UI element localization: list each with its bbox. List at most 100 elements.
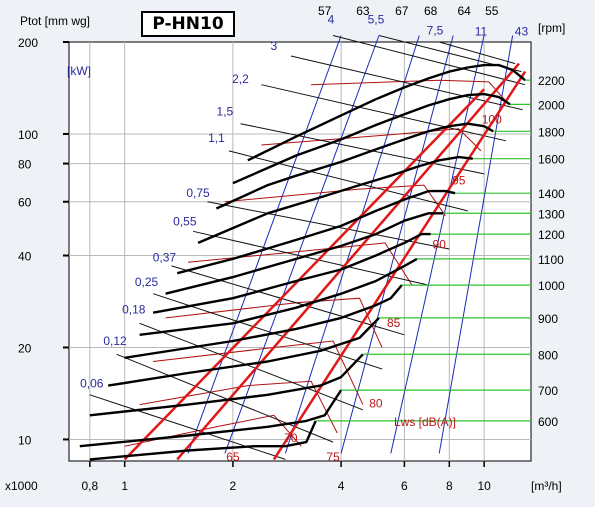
speed-curve xyxy=(108,317,380,387)
chart-title: P-HN10 xyxy=(141,11,235,37)
power-curve xyxy=(290,55,523,111)
noise-curve xyxy=(153,340,364,405)
power-label: 0,55 xyxy=(173,214,197,228)
power-label: 2,2 xyxy=(232,72,249,86)
efficiency-label: 68 xyxy=(424,4,438,18)
speed-curve xyxy=(232,92,511,185)
rpm-label: 1100 xyxy=(538,253,564,267)
speed-curve xyxy=(139,257,418,336)
power-curve xyxy=(228,150,468,212)
efficiency-line xyxy=(340,35,454,454)
system-line xyxy=(176,62,520,461)
efficiency-label: 64 xyxy=(458,4,472,18)
noise-curve xyxy=(165,297,383,348)
rpm-label: 600 xyxy=(538,415,558,429)
power-label: 5,5 xyxy=(368,12,385,26)
power-label: 7,5 xyxy=(427,23,444,37)
efficiency-label: 63 xyxy=(356,4,370,18)
efficiency-label: 55 xyxy=(485,4,499,18)
power-curve xyxy=(171,265,405,336)
x-tick-label: 2 xyxy=(230,479,237,493)
power-label: 0,25 xyxy=(135,275,159,289)
power-label: 0,18 xyxy=(122,303,146,317)
system-lines xyxy=(123,62,527,461)
speed-curve xyxy=(176,189,456,275)
noise-curve xyxy=(139,380,338,434)
speed-curve xyxy=(152,232,431,314)
speed-curve xyxy=(89,420,317,461)
y-tick-label: 40 xyxy=(18,250,32,264)
power-label: 0,75 xyxy=(186,186,210,200)
noise-label: 75 xyxy=(326,450,340,464)
power-label: 11 xyxy=(475,25,488,39)
rpm-label: 900 xyxy=(538,312,558,326)
rpm-label: 700 xyxy=(538,384,558,398)
noise-curves xyxy=(124,79,507,447)
speed-curves xyxy=(79,63,526,461)
power-curve xyxy=(332,35,526,86)
rpm-label: 800 xyxy=(538,348,558,362)
efficiency-lines xyxy=(187,35,514,454)
rpm-label: 1600 xyxy=(538,153,565,167)
noise-label: 95 xyxy=(452,174,466,188)
power-label: 4 xyxy=(328,12,335,26)
speed-curve xyxy=(197,155,473,245)
y-tick-label: 80 xyxy=(18,158,32,172)
noise-curve xyxy=(224,184,446,216)
x-tick-label: 8 xyxy=(446,479,453,493)
power-label: 43 xyxy=(515,25,529,39)
noise-label: 80 xyxy=(369,397,383,411)
rpm-label: 1300 xyxy=(538,207,565,221)
power-curve xyxy=(439,41,516,65)
speed-curve xyxy=(89,353,364,417)
rpm-label: 1200 xyxy=(538,228,565,242)
power-label: 1,1 xyxy=(208,131,225,145)
rpm-label: 2200 xyxy=(538,74,565,88)
efficiency-line xyxy=(284,35,420,454)
noise-label: 70 xyxy=(284,431,298,445)
y-tick-label: 10 xyxy=(18,433,32,447)
noise-label: 100 xyxy=(482,113,502,127)
speed-curve xyxy=(247,63,526,162)
noise-label: 65 xyxy=(226,450,240,464)
efficiency-label: 57 xyxy=(318,4,332,18)
power-curve xyxy=(240,123,485,175)
efficiency-label: 67 xyxy=(395,4,409,18)
rpm-label: 1400 xyxy=(538,187,565,201)
system-line xyxy=(272,70,527,461)
noise-label: 90 xyxy=(433,237,447,251)
speed-curve xyxy=(79,389,343,448)
noise-label: 85 xyxy=(387,316,401,330)
x-tick-label: 10 xyxy=(477,479,491,493)
power-curve xyxy=(116,353,334,443)
power-label: 0,06 xyxy=(80,376,104,390)
noise-curve xyxy=(187,242,413,286)
noise-unit-label: Lws [dB(A)] xyxy=(394,415,456,429)
noise-curve xyxy=(311,79,507,102)
efficiency-line xyxy=(187,35,342,454)
power-curve xyxy=(261,84,507,142)
x-tick-label: 1 xyxy=(121,479,128,493)
speed-curve xyxy=(215,122,494,210)
rpm-label: 1800 xyxy=(538,125,565,139)
efficiency-line xyxy=(224,35,380,454)
power-curve xyxy=(139,322,364,411)
power-label: 0,12 xyxy=(103,334,127,348)
power-curve xyxy=(192,230,429,286)
y-tick-label: 60 xyxy=(18,196,32,210)
x-axis-label: [m³/h] xyxy=(531,479,562,493)
x-tick-label: 6 xyxy=(401,479,408,493)
power-label: 1,5 xyxy=(217,104,234,118)
x-tick-label: 0,8 xyxy=(82,479,99,493)
power-curve xyxy=(89,394,286,460)
rpm-leader-lines xyxy=(315,79,531,422)
y-tick-label: 20 xyxy=(18,341,32,355)
efficiency-line xyxy=(438,35,514,454)
y-axis-label: Ptot [mm wg] xyxy=(20,14,90,28)
chart-labels: 2200 2000 1800 1600 1400 1300 1200 1100 1000 900 8… xyxy=(80,4,565,464)
rpm-label: 1000 xyxy=(538,279,565,293)
y-tick-label: 200 xyxy=(18,36,38,50)
rpm-label: 2000 xyxy=(538,98,565,112)
